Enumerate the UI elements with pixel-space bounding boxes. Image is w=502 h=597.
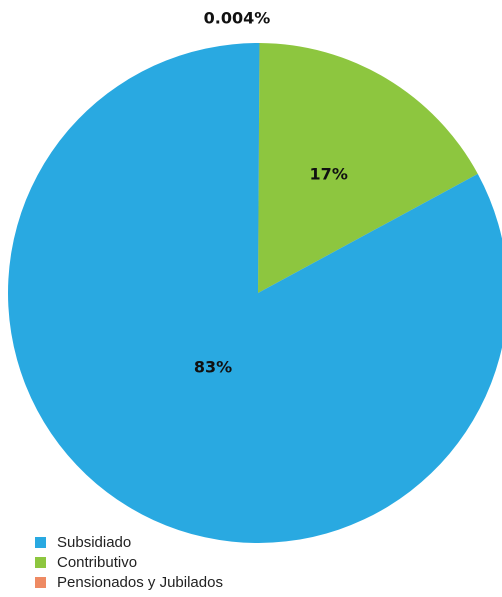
pie-slice-contributivo: [258, 43, 478, 293]
pie-slice-subsidiado: [8, 43, 502, 543]
legend-swatch-pensionados: [35, 576, 46, 588]
legend-swatch-contributivo: [35, 556, 46, 568]
legend: Subsidiado Contributivo Pensionados y Ju…: [35, 532, 223, 592]
slice-label-contributivo: 17%: [310, 165, 348, 184]
legend-label-subsidiado: Subsidiado: [57, 533, 132, 551]
legend-swatch-subsidiado: [35, 536, 46, 548]
legend-item-pensionados: Pensionados y Jubilados: [35, 572, 223, 592]
legend-item-contributivo: Contributivo: [35, 552, 223, 572]
slice-labels: 0.004% 17% 83%: [194, 9, 348, 377]
legend-item-subsidiado: Subsidiado: [35, 532, 223, 552]
legend-label-pensionados: Pensionados y Jubilados: [57, 573, 223, 591]
slice-label-pensionados: 0.004%: [204, 9, 271, 28]
pie-slices: [8, 43, 502, 543]
legend-label-contributivo: Contributivo: [57, 553, 138, 571]
slice-label-subsidiado: 83%: [194, 358, 232, 377]
